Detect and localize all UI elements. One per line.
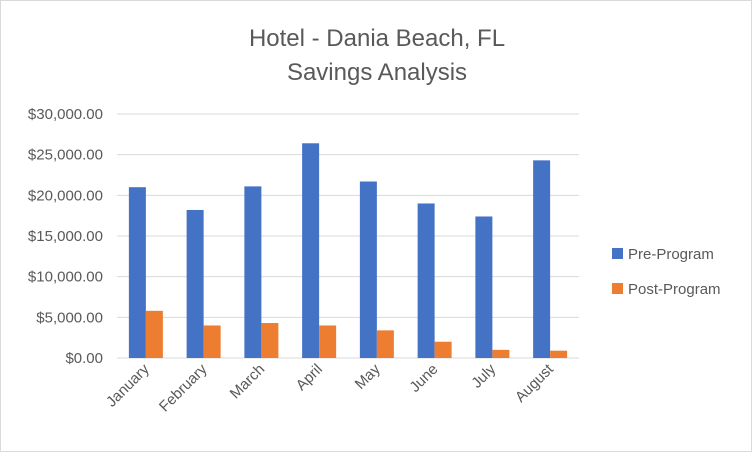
y-tick-label: $10,000.00	[28, 269, 103, 286]
bar-pre-program-july	[475, 216, 493, 358]
bar-pre-program-february	[186, 209, 204, 358]
bar-pre-program-august	[533, 160, 551, 358]
bar-post-program-march	[261, 323, 279, 358]
x-tick-label: June	[406, 361, 441, 396]
x-tick-label: August	[512, 360, 558, 406]
y-tick-label: $5,000.00	[36, 309, 103, 326]
bar-post-program-july	[492, 349, 510, 358]
y-tick-label: $25,000.00	[28, 147, 103, 164]
bar-pre-program-may	[359, 181, 377, 358]
bar-post-program-august	[550, 350, 568, 358]
x-tick-label: January	[103, 360, 153, 410]
legend-label-post-program: Post-Program	[628, 281, 721, 298]
y-axis-ticks: $0.00 $5,000.00 $10,000.00 $15,000.00 $20,00…	[28, 106, 103, 367]
y-tick-label: $0.00	[65, 350, 103, 367]
x-axis-ticks: January February March April May June July Augu…	[103, 360, 558, 415]
bar-pre-program-march	[244, 186, 262, 358]
bar-pre-program-january	[128, 187, 146, 358]
x-tick-label: July	[468, 360, 499, 391]
bar-post-program-february	[203, 325, 221, 358]
chart-title: Hotel - Dania Beach, FL	[249, 25, 505, 52]
y-tick-label: $15,000.00	[28, 228, 103, 245]
gridlines	[117, 113, 579, 359]
legend-swatch-pre-program	[612, 248, 623, 259]
x-tick-label: April	[293, 361, 326, 394]
bars	[128, 143, 568, 358]
chart-subtitle: Savings Analysis	[287, 59, 467, 86]
bar-post-program-january	[145, 310, 163, 358]
bar-post-program-april	[319, 325, 337, 358]
bar-post-program-may	[376, 330, 394, 358]
x-tick-label: March	[227, 361, 268, 402]
x-tick-label: February	[156, 360, 211, 415]
legend-swatch-post-program	[612, 283, 623, 294]
x-tick-label: May	[352, 360, 384, 392]
bar-pre-program-april	[302, 143, 320, 358]
bar-pre-program-june	[417, 203, 435, 358]
legend-label-pre-program: Pre-Program	[628, 246, 714, 263]
bar-post-program-june	[434, 341, 452, 358]
y-tick-label: $30,000.00	[28, 106, 103, 123]
legend: Pre-Program Post-Program	[612, 246, 721, 298]
y-tick-label: $20,000.00	[28, 187, 103, 204]
